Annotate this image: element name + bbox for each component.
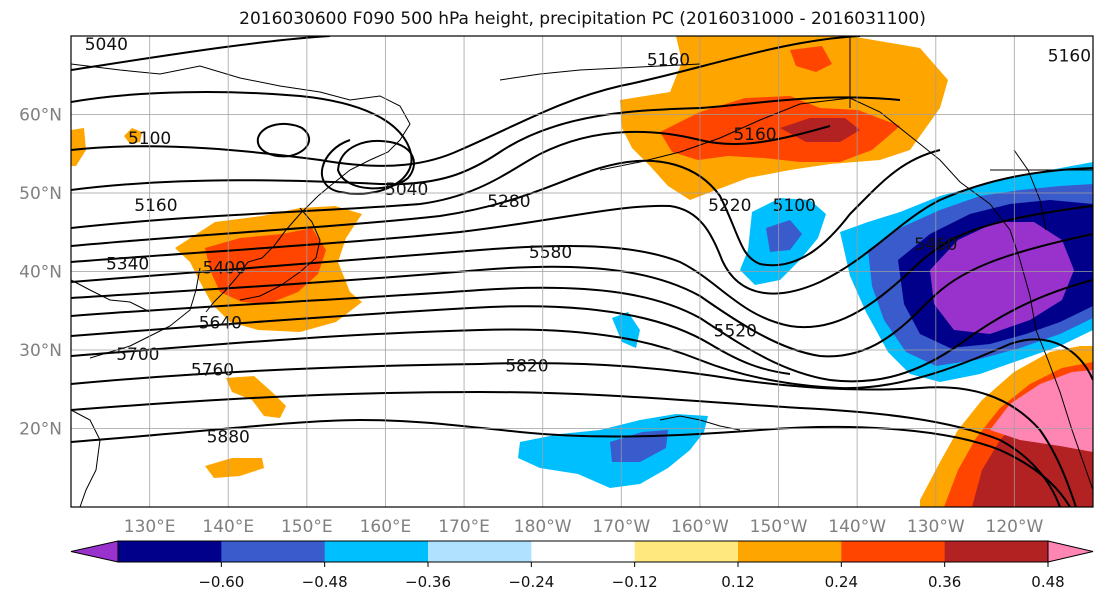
longitude-tick-label: 120°W	[986, 517, 1044, 537]
contour-label: 5160	[733, 125, 776, 145]
longitude-tick-label: 150°W	[750, 517, 808, 537]
colorbar-tick-label: 0.48	[1031, 573, 1064, 591]
height-contours	[71, 36, 1093, 507]
contour-label: 5760	[191, 361, 234, 381]
contour-label: 5580	[529, 243, 572, 263]
precip-positive-alaska-core	[660, 96, 900, 162]
contour-label: 5100	[773, 196, 816, 216]
contour-label: 5040	[85, 35, 128, 55]
longitude-tick-label: 160°E	[360, 517, 412, 537]
colorbar-tick-label: −0.24	[508, 573, 554, 591]
colorbar-segment	[944, 541, 1049, 562]
contour-label: 5700	[116, 345, 159, 365]
longitude-tick-label: 140°E	[202, 517, 254, 537]
coastlines	[71, 36, 1093, 507]
colorbar-tick-label: −0.12	[612, 573, 658, 591]
precip-positive-west	[71, 128, 86, 166]
longitude-tick-label: 170°W	[592, 517, 650, 537]
contour-label: 5280	[487, 192, 530, 212]
longitude-tick-label: 180°W	[514, 517, 572, 537]
latitude-labels: 20°N 30°N 40°N 50°N 60°N	[19, 106, 62, 440]
colorbar-segment	[841, 541, 946, 562]
longitude-tick-label: 130°E	[124, 517, 176, 537]
colorbar-tick-label: −0.48	[302, 573, 348, 591]
precip-positive-kamchatka	[124, 128, 142, 144]
precip-positive-south	[205, 458, 264, 478]
precip-negative-north-pacific-core	[766, 220, 802, 252]
colorbar-segment	[738, 541, 842, 562]
contour-label: 5040	[385, 180, 428, 200]
longitude-labels: 130°E 140°E 150°E 160°E 170°E 180°W 170°W 160°W…	[124, 517, 1044, 537]
latitude-tick-label: 20°N	[19, 420, 62, 440]
graticule	[71, 36, 1093, 507]
colorbar-extend-max	[1047, 540, 1094, 563]
precip-positive-subtropical-core	[990, 370, 1093, 452]
latitude-tick-label: 60°N	[19, 106, 62, 126]
longitude-tick-label: 150°E	[281, 517, 333, 537]
precip-positive-alaska-dark	[780, 118, 860, 142]
longitude-tick-label: 140°W	[828, 517, 886, 537]
precip-negative-tropical-core	[610, 430, 668, 462]
colorbar-frame	[117, 540, 1049, 563]
longitude-tick-label: 170°E	[438, 517, 490, 537]
precip-positive-alaska-top	[790, 46, 832, 72]
contour-label: 5160	[647, 51, 690, 71]
precip-shading	[71, 36, 1093, 507]
colorbar-segment	[531, 541, 636, 562]
contour-label: 5520	[714, 321, 757, 341]
contour-label: 5340	[106, 255, 149, 275]
page-title: 2016030600 F090 500 hPa height, precipit…	[239, 9, 926, 29]
contour-label: 5160	[1048, 47, 1091, 67]
colorbar-tick-label: 0.24	[825, 573, 858, 591]
latitude-tick-label: 50°N	[19, 184, 62, 204]
colorbar-tick-label: −0.60	[198, 573, 244, 591]
contour-label: 5220	[708, 196, 751, 216]
latitude-tick-label: 30°N	[19, 341, 62, 361]
colorbar-segment	[324, 541, 429, 562]
contour-label: 5640	[199, 314, 242, 334]
colorbar-tick-label: −0.36	[405, 573, 451, 591]
colorbar-extend-min	[70, 540, 119, 563]
colorbar-segment	[634, 541, 739, 562]
contour-label: 5400	[203, 259, 246, 279]
colorbar-segment	[221, 541, 326, 562]
colorbar-segment	[118, 541, 222, 562]
colorbar-segment	[428, 541, 532, 562]
contour-label: 5820	[505, 357, 548, 377]
contour-label: 5160	[134, 196, 177, 216]
colorbar-tick-label: 0.36	[928, 573, 961, 591]
longitude-tick-label: 130°W	[907, 517, 965, 537]
colorbar: −0.60 −0.48 −0.36 −0.24 −0.12 0.12 0.24 0.36 0.4…	[70, 540, 1094, 591]
latitude-tick-label: 40°N	[19, 263, 62, 283]
map-frame	[70, 35, 1094, 508]
longitude-tick-label: 160°W	[671, 517, 729, 537]
colorbar-tick-label: 0.12	[721, 573, 754, 591]
precip-negative-westcoast-core	[930, 222, 1074, 334]
